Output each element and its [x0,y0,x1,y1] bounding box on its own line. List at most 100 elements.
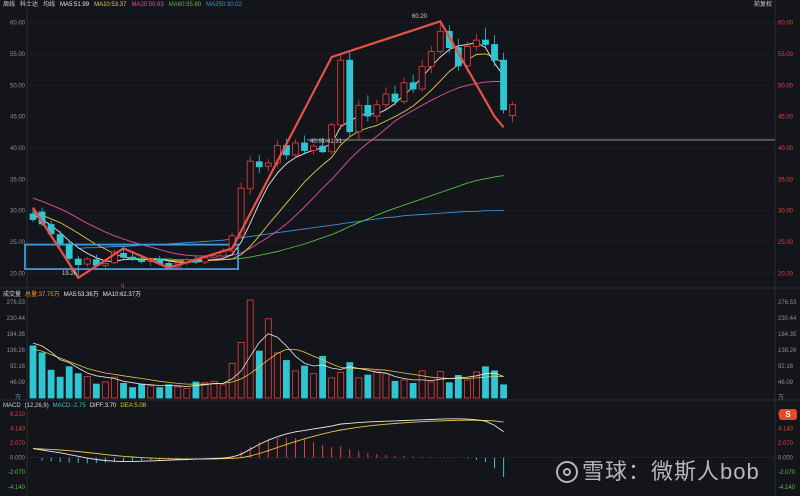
volume-bar-up [111,376,118,399]
candle-down [65,243,73,259]
candle-down [391,93,399,102]
candle-down [319,145,327,153]
volume-bar-down [56,376,64,399]
volume-bar-up [355,377,363,399]
volume-bar-up [201,382,209,399]
price-tick-left: 20.00 [10,271,26,277]
macd-title: MACD [3,403,21,409]
volume-bar-up [400,379,408,399]
macd-panel [32,418,505,478]
volume-unit-right: 万 [778,394,784,401]
volume-bar-down [391,380,399,399]
macd-tick-right: -4.140 [778,485,796,491]
macd-tick-left: 6.210 [10,412,26,418]
volume-bar-down [255,350,263,399]
stock-name: 科士达 [20,2,39,8]
candle-down [500,59,508,111]
price-panel [24,19,775,280]
volume-bar-down [65,366,73,399]
mode-label[interactable]: 均线 [43,2,56,8]
volume-bar-up [237,342,245,399]
candle-up [509,104,517,116]
volume-bar-up [210,380,218,399]
xueqiu-logo-icon [556,461,578,483]
macd-tick-right: 4.140 [778,427,794,433]
volume-bar-up [264,318,272,399]
volume-ma10: MA10:62.37万 [102,292,142,298]
ma250-value: MA250:30.02 [206,2,242,8]
volume-ma5: MA5:53.36万 [63,292,99,298]
volume-bar-down [445,382,453,399]
volume-bar-up [292,370,299,399]
dea-value: DEA:5.08 [120,403,147,409]
volume-bar-up [436,371,444,399]
price-tick-right: 60.00 [778,21,794,27]
volume-tick-left: 230.44 [7,316,26,322]
volume-tick-right: 230.44 [778,316,797,322]
candle-up [473,39,480,47]
price-tick-right: 50.00 [778,83,794,89]
volume-bar-down [364,374,372,399]
ma250-line [78,210,504,249]
ma5-value: MA5:51.99 [60,2,90,8]
candle-up [463,45,471,67]
volume-tick-left: 138.26 [7,348,26,354]
volume-bar-up [273,352,281,399]
volume-bar-up [328,377,336,399]
volume-ma10-line [32,349,504,385]
volume-bar-down [319,355,327,399]
candle-up [337,59,345,126]
candle-up [400,82,408,102]
macd-tick-left: 2.070 [10,441,26,447]
candle-up [418,66,426,90]
volume-tick-right: 92.18 [778,364,794,370]
macd-value: MACD:-2.75 [52,403,86,409]
ma20-line [32,81,504,257]
volume-bar-down [138,383,146,399]
volume-bar-down [500,384,508,399]
volume-panel [29,299,508,399]
volume-tick-left: 276.53 [7,300,26,306]
candle-up [292,142,299,156]
candle-up [246,160,254,190]
period-label[interactable]: 周线 [3,2,16,8]
price-tick-left: 55.00 [10,52,26,58]
candle-down [445,30,453,49]
s-badge[interactable]: S [779,409,797,420]
volume-bar-down [74,373,82,399]
main-header: 周线 科士达 均线 MA5:51.99 MA10:53.37 MA20:50.6… [3,1,242,9]
volume-bar-up [246,299,254,399]
volume-bar-down [29,345,37,399]
volume-bar-down [346,362,354,399]
volume-total: 总量:37.75万 [25,292,60,298]
volume-bar-down [482,366,489,399]
low-annotation: 19.26 [62,271,78,277]
candle-down [74,258,82,266]
watermark-text: 雪球：微斯人bob [582,459,760,484]
volume-bar-up [147,385,155,399]
price-tick-right: 30.00 [778,209,794,215]
macd-tick-left: 4.140 [10,427,26,433]
ma5-line [32,42,504,263]
volume-bar-down [165,384,173,399]
volume-bar-up [102,381,109,399]
candle-up [237,187,245,237]
candle-up [210,255,218,259]
volume-bar-up [463,379,471,399]
macd-tick-left: 0.000 [10,456,26,462]
restore-mode[interactable]: 前复权 [753,2,772,8]
range-annotation: 40.91-41.31 [310,139,343,145]
trend-zigzag-line [32,19,505,280]
volume-tick-right: 276.53 [778,300,797,306]
price-tick-right: 20.00 [778,271,794,277]
volume-bar-up [382,373,390,399]
diff-value: DIFF:3.70 [89,403,117,409]
volume-tick-left: 92.18 [10,364,26,370]
volume-bar-down [156,387,164,399]
dea-line [32,419,504,460]
candle-up [355,104,363,133]
price-tick-right: 25.00 [778,240,794,246]
volume-bar-up [337,371,345,399]
volume-bar-down [92,383,100,399]
